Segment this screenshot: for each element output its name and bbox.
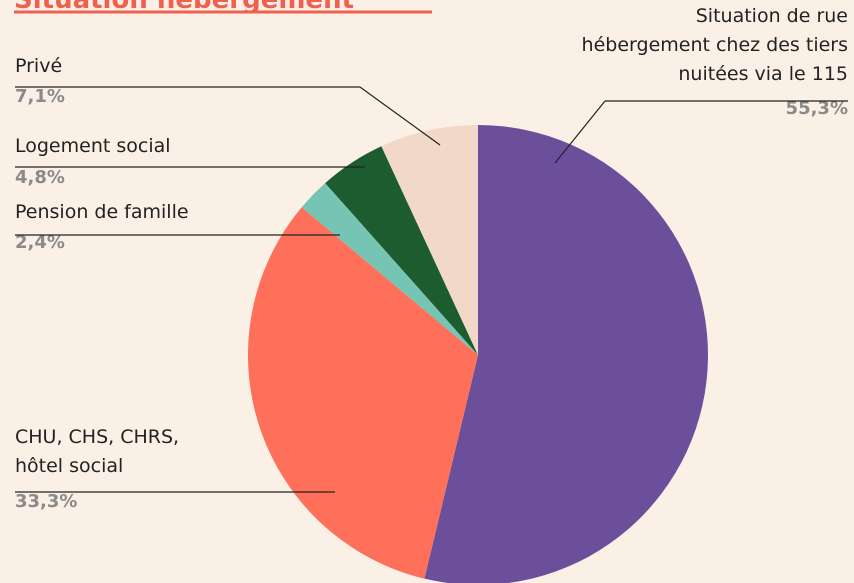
slice-label: hébergement chez des tiers [582,34,848,56]
leader-line [554,100,606,164]
value-label: 7,1% [15,86,65,107]
slice-label: Privé [15,55,62,77]
pie-slice [381,125,478,355]
leader-line [359,86,441,146]
slice-label: Pension de famille [15,201,189,223]
value-label: 55,3% [786,98,848,119]
value-label: 4,8% [15,167,65,188]
slice-label: Logement social [15,135,171,157]
slice-label: Situation de rue [696,5,848,27]
slice-label: nuitées via le 115 [678,63,848,85]
value-label: 33,3% [15,491,77,512]
pie-slice [301,183,478,355]
slice-label: hôtel social [15,455,123,477]
value-label: 2,4% [15,232,65,253]
pie-slice [424,125,708,583]
slice-label: CHU, CHS, CHRS, [15,426,179,448]
pie-slice [325,146,478,355]
pie-slice [247,207,478,579]
